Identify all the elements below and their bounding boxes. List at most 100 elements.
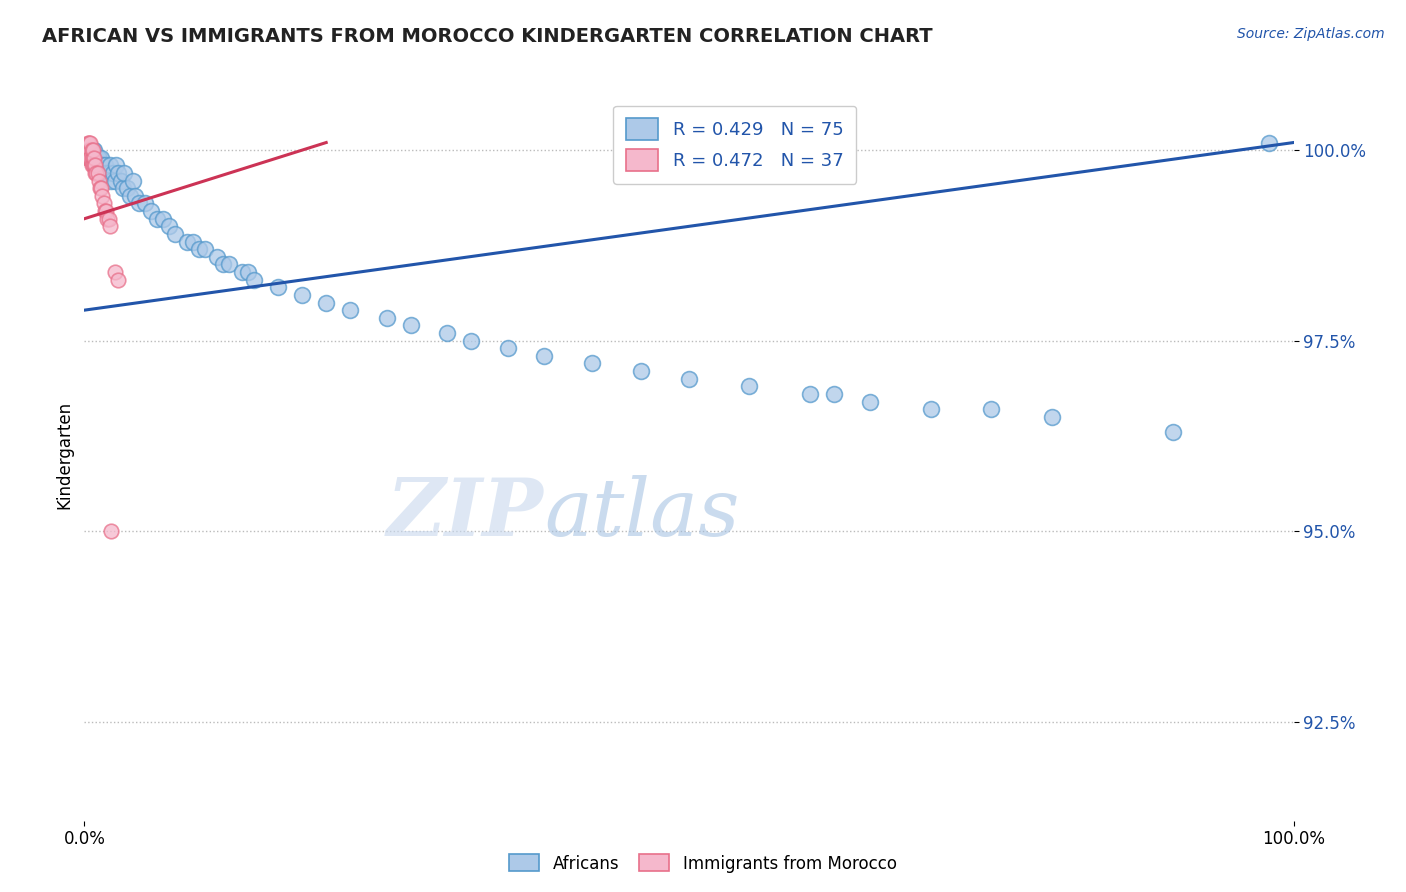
Point (375, 310, 398, 325)
Point (188, 242, 211, 256)
Text: atlas: atlas (544, 475, 740, 552)
Point (1161, 425, 1184, 439)
Point (738, 379, 761, 393)
Point (83, 151, 105, 165)
Point (94, 166, 117, 180)
Point (107, 273, 129, 287)
Point (91, 189, 114, 203)
Point (980, 402, 1002, 417)
Point (100, 174, 122, 188)
Point (77, 143, 100, 157)
Legend: Africans, Immigrants from Morocco: Africans, Immigrants from Morocco (503, 847, 903, 880)
Point (84, 151, 107, 165)
Point (84, 166, 107, 180)
Point (93, 166, 115, 180)
Point (79, 143, 101, 157)
Point (79, 151, 101, 165)
Point (97, 211, 120, 226)
Point (77, 143, 100, 157)
Point (339, 303, 361, 318)
Point (79, 136, 101, 150)
Point (146, 211, 169, 226)
Point (399, 318, 422, 333)
Point (83, 143, 105, 157)
Point (97, 166, 120, 180)
Point (104, 158, 127, 172)
Point (103, 166, 125, 180)
Point (77, 151, 100, 165)
Point (80, 158, 103, 172)
Point (98, 158, 121, 172)
Point (678, 372, 700, 386)
Text: ZIP: ZIP (387, 475, 544, 552)
Point (124, 189, 146, 203)
Point (920, 402, 942, 417)
Point (165, 227, 187, 241)
Point (82, 151, 104, 165)
Point (80, 151, 103, 165)
Point (94, 158, 117, 172)
Point (128, 196, 150, 211)
Point (176, 235, 198, 249)
Text: AFRICAN VS IMMIGRANTS FROM MOROCCO KINDERGARTEN CORRELATION CHART: AFRICAN VS IMMIGRANTS FROM MOROCCO KINDE… (42, 27, 932, 45)
Point (86, 166, 108, 180)
Point (207, 250, 229, 264)
Point (236, 265, 259, 279)
Point (134, 196, 156, 211)
Point (77, 136, 100, 150)
Point (630, 364, 652, 378)
Point (84, 158, 107, 172)
Point (79, 151, 101, 165)
Point (315, 295, 337, 310)
Point (181, 235, 204, 249)
Point (79, 151, 101, 165)
Point (94, 204, 117, 219)
Point (291, 288, 314, 302)
Point (267, 280, 290, 294)
Point (242, 273, 264, 287)
Point (859, 394, 882, 409)
Point (110, 174, 132, 188)
Point (112, 181, 135, 195)
Point (104, 265, 127, 279)
Point (152, 211, 174, 226)
Point (157, 219, 180, 234)
Point (90, 181, 112, 195)
Point (79, 151, 101, 165)
Point (86, 151, 108, 165)
Point (460, 334, 482, 348)
Point (76, 151, 98, 165)
Text: Source: ZipAtlas.com: Source: ZipAtlas.com (1237, 27, 1385, 41)
Point (87, 151, 110, 165)
Point (115, 181, 138, 195)
Point (104, 174, 127, 188)
Point (120, 189, 142, 203)
Point (1258, 136, 1281, 150)
Point (89, 158, 111, 172)
Point (80, 143, 103, 157)
Point (86, 151, 108, 165)
Point (98, 219, 121, 234)
Point (93, 196, 115, 211)
Point (496, 341, 519, 355)
Point (799, 387, 821, 401)
Point (80, 151, 103, 165)
Point (121, 174, 143, 188)
Point (89, 181, 111, 195)
Point (86, 166, 108, 180)
Point (76, 143, 98, 157)
Point (82, 151, 104, 165)
Point (80, 143, 103, 157)
Point (83, 158, 105, 172)
Point (139, 204, 162, 219)
Point (82, 158, 104, 172)
Point (231, 265, 253, 279)
Point (79, 143, 101, 157)
Point (87, 158, 110, 172)
Point (823, 387, 845, 401)
Point (87, 174, 110, 188)
Point (96, 211, 118, 226)
Point (77, 151, 100, 165)
Point (100, 524, 122, 538)
Point (107, 166, 129, 180)
